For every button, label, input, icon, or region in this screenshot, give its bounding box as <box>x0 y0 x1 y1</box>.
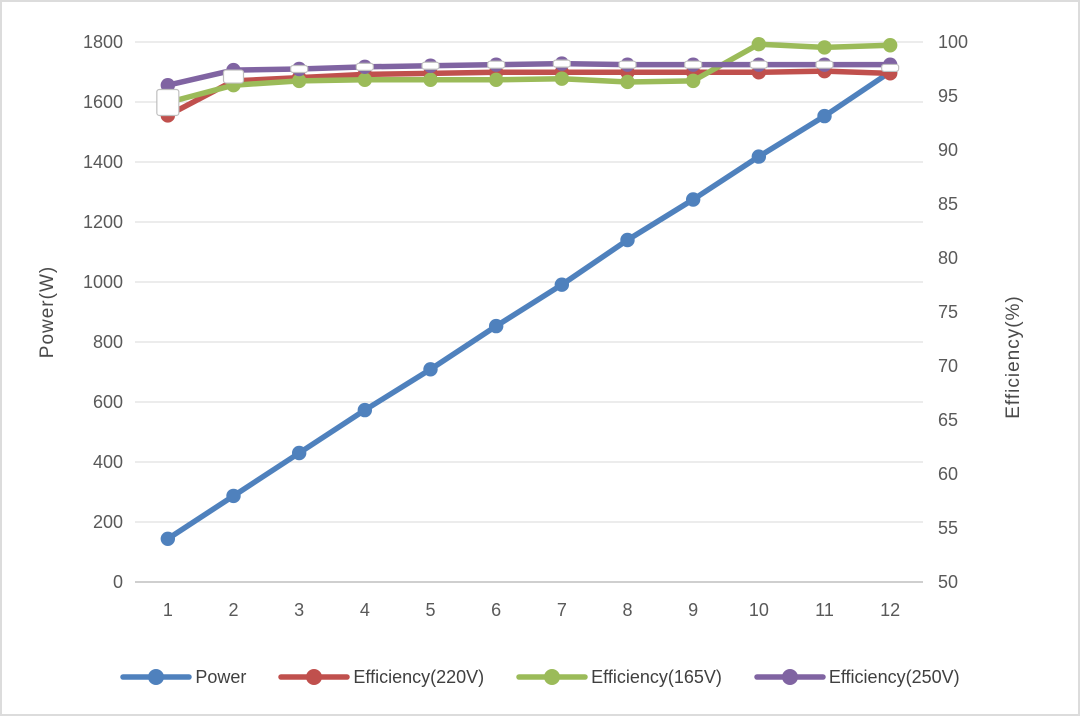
legend-item-efficiency-220v-: Efficiency(220V) <box>278 667 484 688</box>
overlay-dash-marker <box>355 62 374 71</box>
legend-line-marker-icon <box>516 669 588 685</box>
legend-label: Efficiency(165V) <box>591 666 722 687</box>
x-axis-tick-label: 10 <box>749 600 769 620</box>
x-axis-tick-label: 3 <box>294 600 304 620</box>
left-axis-tick-label: 0 <box>113 572 123 592</box>
overlay-dash-marker <box>749 60 768 69</box>
left-axis-tick-label: 1600 <box>83 92 123 112</box>
series-marker-efficiency-250v- <box>160 78 176 93</box>
overlay-dash-marker <box>815 60 834 69</box>
overlay-dash-marker <box>222 69 245 84</box>
legend-label: Power <box>195 666 247 687</box>
series-marker-efficiency-165v- <box>423 72 438 88</box>
legend-line-marker-icon <box>120 669 193 685</box>
series-line-efficiency-165v- <box>165 41 893 106</box>
right-axis-tick-label: 50 <box>938 572 958 592</box>
left-axis-tick-label: 1800 <box>83 32 123 52</box>
right-axis-tick-label: 60 <box>938 464 958 484</box>
overlay-dash-marker <box>487 60 506 69</box>
overlay-dash-marker <box>684 60 703 69</box>
overlay-dash-marker <box>156 88 180 117</box>
x-axis-tick-label: 4 <box>360 600 370 620</box>
overlay-dash-marker <box>881 63 900 73</box>
overlay-dash-marker <box>421 61 440 70</box>
right-axis-tick-label: 75 <box>938 302 958 322</box>
x-axis-tick-label: 7 <box>557 600 567 620</box>
series-marker-efficiency-165v- <box>817 40 832 55</box>
x-axis-tick-label: 9 <box>688 600 698 620</box>
series-marker-power <box>423 362 438 377</box>
series-marker-efficiency-165v- <box>357 72 373 88</box>
legend-item-efficiency-250v-: Efficiency(250V) <box>754 667 960 688</box>
right-axis-tick-label: 80 <box>938 248 958 268</box>
x-axis-tick-label: 5 <box>425 600 435 620</box>
right-axis-title: Efficiency(%) <box>1003 295 1024 419</box>
overlay-dash-marker <box>618 60 637 69</box>
series-line-power <box>165 69 893 542</box>
series-marker-efficiency-165v- <box>554 71 570 86</box>
series-marker-efficiency-165v- <box>882 38 898 53</box>
series-marker-power <box>620 232 635 248</box>
legend-line-marker-icon <box>278 669 351 685</box>
right-axis-tick-label: 90 <box>938 140 958 160</box>
series-marker-efficiency-165v- <box>751 36 767 52</box>
x-axis-tick-label: 2 <box>228 600 238 620</box>
legend-label: Efficiency(250V) <box>828 666 960 687</box>
legend-item-power: Power <box>120 667 246 688</box>
x-axis-tick-label: 1 <box>163 600 173 620</box>
series-marker-power <box>160 531 176 546</box>
left-axis-tick-label: 200 <box>93 512 123 532</box>
series-marker-efficiency-165v- <box>685 73 701 89</box>
series-marker-power <box>226 488 241 504</box>
x-axis-tick-label: 12 <box>880 600 900 620</box>
left-axis-tick-label: 400 <box>93 452 123 472</box>
series-marker-power <box>291 445 307 461</box>
left-axis-tick-label: 1000 <box>83 272 123 292</box>
x-axis-tick-label: 11 <box>815 600 834 620</box>
right-axis-tick-label: 85 <box>938 194 958 214</box>
left-axis-tick-label: 800 <box>93 332 123 352</box>
left-axis-tick-label: 600 <box>93 392 123 412</box>
left-axis-tick-label: 1400 <box>83 152 123 172</box>
right-axis-tick-label: 100 <box>938 32 968 52</box>
legend-line-marker-icon <box>754 669 826 685</box>
right-axis-tick-label: 65 <box>938 410 958 430</box>
right-axis-tick-label: 95 <box>938 86 958 106</box>
series-marker-power <box>554 277 570 292</box>
series-marker-efficiency-165v- <box>620 74 635 90</box>
x-axis-tick-label: 6 <box>491 600 501 620</box>
series-marker-power <box>488 318 504 334</box>
series-marker-power <box>357 402 373 418</box>
series-marker-power <box>685 192 701 207</box>
x-axis-tick-label: 8 <box>622 600 632 620</box>
overlay-dash-marker <box>290 64 309 74</box>
series-marker-efficiency-165v- <box>488 72 504 88</box>
series-line-efficiency-250v- <box>165 60 893 88</box>
right-axis-tick-label: 70 <box>938 356 958 376</box>
legend-label: Efficiency(220V) <box>353 666 485 687</box>
series-line-efficiency-220v- <box>165 68 893 119</box>
series-marker-power <box>817 108 832 124</box>
left-axis-title: Power(W) <box>37 265 58 359</box>
left-axis-tick-label: 1200 <box>83 212 123 232</box>
series-marker-efficiency-165v- <box>291 73 307 89</box>
series-marker-power <box>751 149 767 164</box>
overlay-dash-marker <box>552 59 571 68</box>
right-axis-tick-label: 55 <box>938 518 958 538</box>
legend-item-efficiency-165v-: Efficiency(165V) <box>516 667 722 688</box>
chart-legend: Power Efficiency(220V) Efficiency(165V) Eff… <box>2 658 1078 696</box>
